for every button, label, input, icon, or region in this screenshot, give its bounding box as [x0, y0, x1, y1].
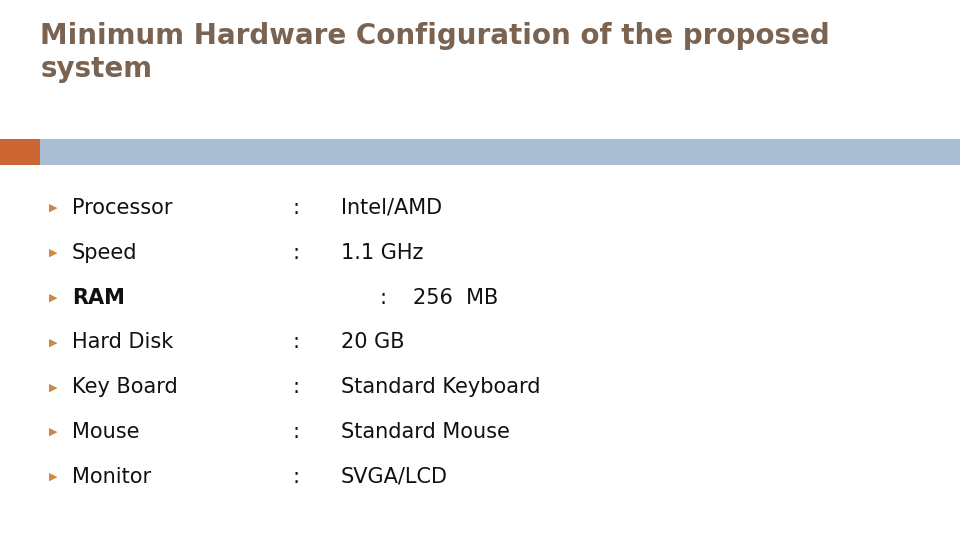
- Text: Monitor: Monitor: [72, 467, 151, 487]
- Text: ▶: ▶: [49, 203, 57, 213]
- Bar: [40, 139, 960, 165]
- Text: 20 GB: 20 GB: [341, 332, 404, 353]
- Bar: [0, 139, 40, 165]
- Text: 256  MB: 256 MB: [413, 287, 498, 308]
- Text: RAM: RAM: [72, 287, 125, 308]
- Text: Key Board: Key Board: [72, 377, 178, 397]
- Text: Minimum Hardware Configuration of the proposed
system: Minimum Hardware Configuration of the pr…: [40, 22, 830, 83]
- Text: :: :: [293, 422, 300, 442]
- Text: Intel/AMD: Intel/AMD: [341, 198, 442, 218]
- Text: Processor: Processor: [72, 198, 173, 218]
- Text: ▶: ▶: [49, 248, 57, 258]
- Text: 1.1 GHz: 1.1 GHz: [341, 242, 423, 263]
- Text: Speed: Speed: [72, 242, 137, 263]
- Text: ▶: ▶: [49, 338, 57, 347]
- Text: Standard Mouse: Standard Mouse: [341, 422, 510, 442]
- Text: Mouse: Mouse: [72, 422, 139, 442]
- Text: ▶: ▶: [49, 472, 57, 482]
- Text: Hard Disk: Hard Disk: [72, 332, 173, 353]
- Text: SVGA/LCD: SVGA/LCD: [341, 467, 447, 487]
- Text: :: :: [293, 377, 300, 397]
- Text: ▶: ▶: [49, 382, 57, 392]
- Text: :: :: [293, 332, 300, 353]
- Text: :: :: [293, 198, 300, 218]
- Text: Standard Keyboard: Standard Keyboard: [341, 377, 540, 397]
- Text: ▶: ▶: [49, 427, 57, 437]
- Text: :: :: [293, 242, 300, 263]
- Text: :: :: [379, 287, 386, 308]
- Text: :: :: [293, 467, 300, 487]
- Text: ▶: ▶: [49, 293, 57, 302]
